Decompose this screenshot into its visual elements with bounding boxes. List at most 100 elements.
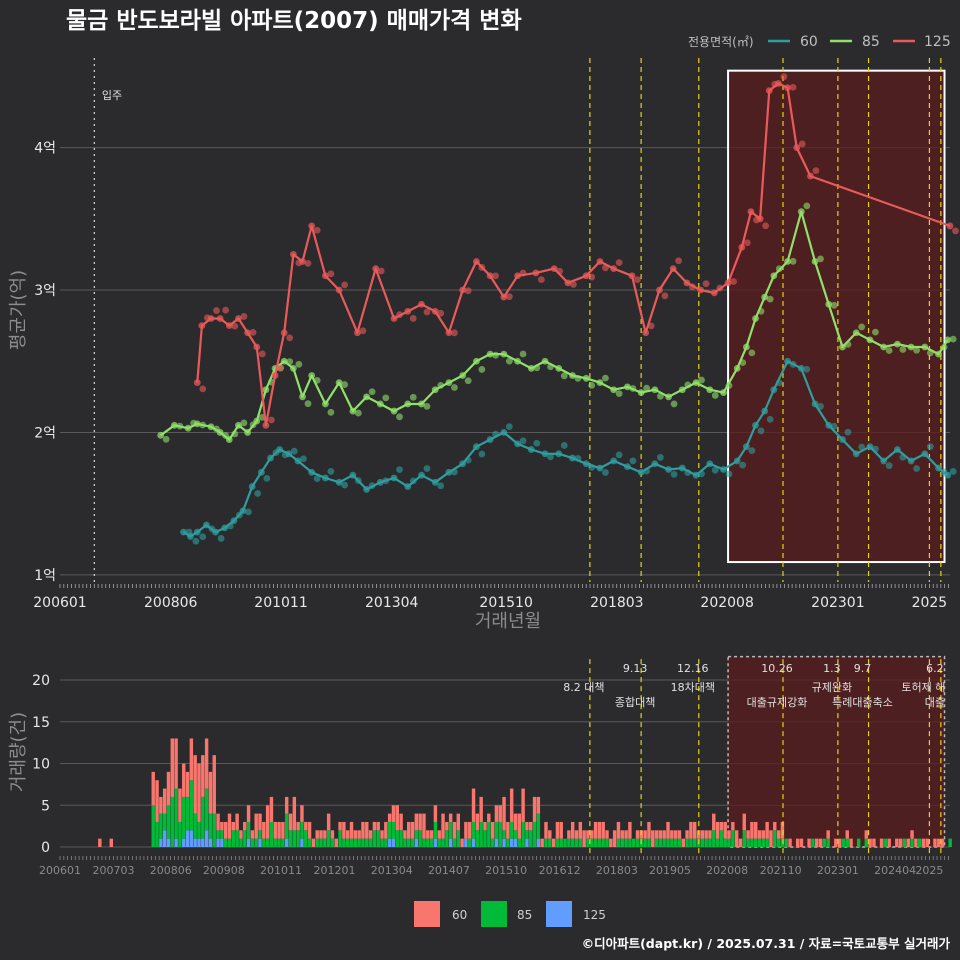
volume-bar (433, 805, 438, 822)
volume-bar (204, 738, 209, 789)
policy-date-3: 10.26 (761, 662, 793, 675)
series-point-85 (761, 293, 769, 301)
trade-point-60 (757, 427, 765, 435)
series-point-85 (555, 364, 563, 372)
volume-bar (624, 830, 628, 839)
volume-bar (174, 738, 178, 789)
trade-point-85 (478, 366, 486, 373)
series-point-60 (893, 446, 901, 453)
series-point-60 (248, 483, 256, 490)
volume-bar (414, 838, 419, 847)
volume-bar (548, 830, 552, 839)
volume-bar (231, 830, 236, 847)
volume-bar (456, 830, 461, 847)
bottom-y-tick-label: 15 (32, 715, 50, 731)
volume-bar (498, 821, 502, 847)
trade-point-85 (830, 301, 838, 309)
series-point-85 (569, 372, 576, 379)
series-point-125 (335, 286, 343, 294)
bottom-x-tick-label: 200908 (203, 864, 245, 877)
series-point-60 (770, 386, 778, 394)
volume-bar (529, 830, 533, 847)
trade-point-85 (409, 393, 417, 401)
series-point-125 (271, 372, 279, 379)
volume-bar (910, 838, 914, 847)
series-point-85 (486, 350, 494, 358)
volume-bar (723, 821, 727, 839)
series-point-60 (665, 466, 672, 473)
volume-bar (628, 821, 632, 839)
volume-bar (868, 838, 872, 847)
volume-bar (448, 813, 453, 822)
series-point-85 (244, 429, 252, 436)
bottom-x-tick-label: 201011 (260, 864, 302, 877)
volume-bar (410, 838, 415, 847)
volume-bar (304, 830, 308, 847)
trade-point-85 (533, 364, 541, 372)
volume-bar (162, 830, 167, 847)
volume-bar (597, 821, 602, 839)
series-point-60 (825, 421, 833, 429)
trade-point-60 (748, 447, 756, 455)
trade-point-85 (176, 422, 184, 430)
trade-point-125 (602, 264, 609, 272)
trade-point-125 (249, 328, 257, 336)
volume-bar (795, 838, 800, 847)
bottom-x-tick-label: 2025 (915, 864, 943, 877)
series-point-125 (193, 379, 201, 386)
volume-bar (189, 830, 194, 847)
series-point-85 (742, 343, 750, 351)
volume-bar (162, 813, 167, 831)
volume-bar (708, 838, 712, 847)
trade-point-125 (286, 334, 294, 342)
trade-point-60 (711, 466, 719, 474)
trade-point-85 (396, 413, 403, 421)
volume-bar (742, 813, 746, 831)
series-point-125 (321, 272, 329, 280)
top-x-tick-label: 201304 (365, 595, 419, 611)
volume-bar (380, 830, 384, 839)
series-point-85 (363, 393, 370, 401)
series-point-125 (946, 222, 954, 230)
volume-bar (323, 830, 327, 839)
volume-bar (773, 821, 777, 831)
move-in-label: 입주 (102, 89, 122, 102)
volume-bar (311, 838, 316, 847)
volume-bar (845, 830, 849, 839)
volume-bar (551, 838, 556, 847)
top-y-tick-label: 2억 (34, 425, 56, 441)
volume-bar (193, 813, 197, 839)
series-point-85 (308, 372, 316, 379)
series-point-85 (500, 350, 508, 358)
trade-point-125 (634, 276, 641, 284)
legend-label-85: 85 (862, 34, 880, 50)
volume-bar (189, 738, 194, 781)
volume-bar (250, 838, 255, 847)
volume-bar (277, 821, 281, 839)
volume-bar (536, 813, 541, 839)
volume-bar (864, 838, 869, 847)
trade-point-85 (368, 388, 376, 396)
volume-bar (212, 813, 216, 847)
volume-bar (445, 821, 449, 831)
series-point-125 (372, 265, 380, 273)
series-point-60 (321, 474, 329, 482)
volume-bar (159, 813, 163, 839)
series-point-60 (431, 478, 439, 486)
series-point-60 (555, 450, 563, 458)
volume-bar (204, 788, 209, 831)
series-point-85 (880, 343, 888, 351)
trade-point-60 (263, 475, 271, 482)
volume-bar (334, 838, 338, 847)
volume-bar (704, 838, 708, 847)
trade-point-60 (643, 467, 651, 475)
volume-bar (220, 830, 224, 839)
volume-bar (811, 838, 815, 847)
trade-point-85 (739, 359, 747, 367)
volume-bar (605, 838, 609, 847)
volume-bar (227, 838, 232, 847)
move-in-marker: 입주 (93, 58, 122, 582)
trade-point-60 (803, 365, 811, 373)
volume-bar (815, 838, 819, 847)
policy-date-2: 12.16 (677, 662, 709, 675)
